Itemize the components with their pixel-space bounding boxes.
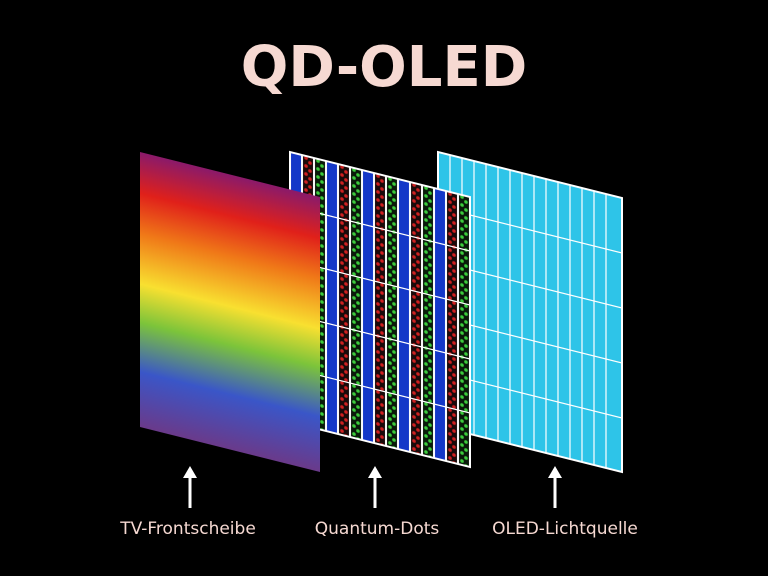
- layer-label: OLED-Lichtquelle: [492, 519, 638, 539]
- arrows: [183, 466, 562, 508]
- title: QD-OLED: [241, 35, 527, 100]
- layer-label: TV-Frontscheibe: [119, 519, 256, 539]
- front-panel: [140, 151, 320, 473]
- layer-label: Quantum-Dots: [315, 519, 440, 539]
- oled-panel: [437, 150, 623, 474]
